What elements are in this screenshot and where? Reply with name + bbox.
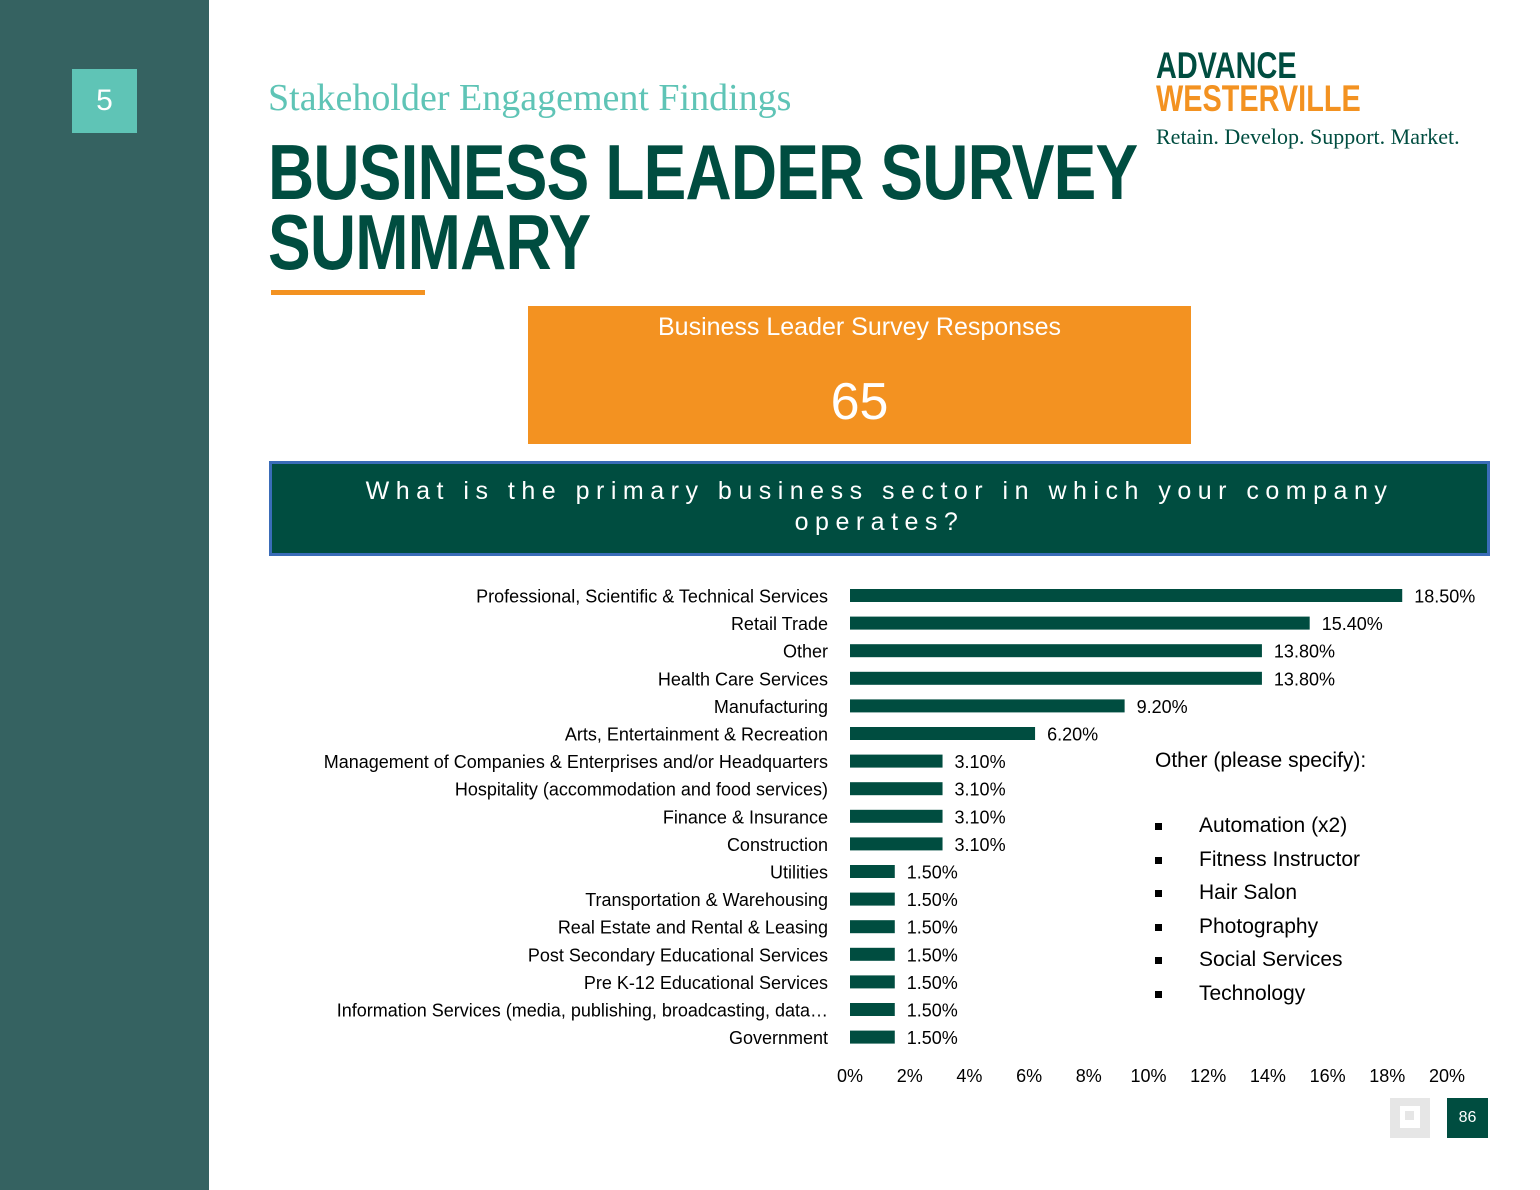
x-tick-label: 14% — [1250, 1066, 1286, 1086]
bar — [850, 837, 943, 851]
bullet-icon — [1155, 856, 1162, 864]
x-tick-label: 2% — [897, 1066, 923, 1086]
other-heading: Other (please specify): — [1155, 749, 1367, 772]
data-label: 1.50% — [907, 863, 958, 883]
category-label: Finance & Insurance — [663, 807, 828, 827]
category-label: Manufacturing — [714, 697, 828, 717]
x-tick-label: 4% — [956, 1066, 982, 1086]
x-tick-label: 6% — [1016, 1066, 1042, 1086]
bullet-icon — [1155, 890, 1162, 898]
page-title: BUSINESS LEADER SURVEY SUMMARY — [268, 128, 1138, 286]
footer-logo-icon — [1390, 1098, 1430, 1138]
bar — [850, 920, 895, 934]
logo-tagline: Retain. Develop. Support. Market. — [1156, 124, 1460, 149]
responses-label: Business Leader Survey Responses — [657, 313, 1061, 341]
title-line-1: BUSINESS LEADER SURVEY — [268, 128, 1138, 216]
bar — [850, 892, 895, 906]
bar — [850, 782, 943, 796]
data-label: 3.10% — [955, 780, 1006, 800]
data-label: 1.50% — [907, 1001, 958, 1021]
logo-line-2: WESTERVILLE — [1156, 78, 1361, 119]
category-label: Construction — [727, 835, 828, 855]
question-text: What is the primary business sector in w… — [365, 477, 1394, 536]
data-label: 1.50% — [907, 890, 958, 910]
data-label: 3.10% — [955, 835, 1006, 855]
data-label: 3.10% — [955, 807, 1006, 827]
category-label: Utilities — [770, 863, 828, 883]
x-tick-label: 10% — [1130, 1066, 1166, 1086]
data-label: 15.40% — [1322, 614, 1383, 634]
category-label: Health Care Services — [658, 669, 828, 689]
category-label: Transportation & Warehousing — [585, 890, 828, 910]
data-label: 1.50% — [907, 1028, 958, 1048]
data-label: 1.50% — [907, 918, 958, 938]
page-subtitle: Stakeholder Engagement Findings — [268, 77, 792, 119]
page-number: 86 — [1447, 1098, 1488, 1138]
bar — [850, 1030, 895, 1044]
title-line-2: SUMMARY — [268, 198, 591, 286]
responses-box: Business Leader Survey Responses 65 — [528, 306, 1191, 444]
bar — [850, 644, 1262, 658]
data-label: 9.20% — [1137, 697, 1188, 717]
data-label: 1.50% — [907, 973, 958, 993]
x-tick-label: 0% — [837, 1066, 863, 1086]
data-label: 3.10% — [955, 752, 1006, 772]
bar — [850, 671, 1262, 685]
bar — [850, 754, 943, 768]
logo-line-1: ADVANCE — [1156, 45, 1297, 86]
data-label: 13.80% — [1274, 642, 1335, 662]
bar — [850, 947, 895, 961]
bar — [850, 699, 1125, 713]
x-tick-label: 16% — [1310, 1066, 1346, 1086]
responses-value: 65 — [830, 373, 889, 431]
category-label: Arts, Entertainment & Recreation — [565, 725, 828, 745]
category-label: Management of Companies & Enterprises an… — [324, 752, 828, 772]
bullet-icon — [1155, 923, 1162, 931]
category-label: Other — [783, 642, 828, 662]
bar — [850, 727, 1036, 740]
question-banner: What is the primary business sector in w… — [269, 461, 1490, 556]
sidebar — [0, 0, 209, 1190]
bullet-icon — [1155, 990, 1162, 998]
bar — [850, 975, 895, 989]
data-label: 6.20% — [1047, 725, 1098, 745]
category-label: Pre K-12 Educational Services — [584, 973, 828, 993]
bar — [850, 589, 1403, 602]
category-label: Real Estate and Rental & Leasing — [558, 918, 828, 938]
data-label: 1.50% — [907, 945, 958, 965]
category-label: Retail Trade — [731, 614, 828, 634]
x-tick-label: 8% — [1076, 1066, 1102, 1086]
title-underline — [271, 290, 425, 295]
category-label: Information Services (media, publishing,… — [337, 1001, 828, 1021]
category-label: Professional, Scientific & Technical Ser… — [476, 587, 828, 607]
category-label: Hospitality (accommodation and food serv… — [455, 780, 828, 800]
bar — [850, 616, 1310, 630]
x-tick-label: 20% — [1429, 1066, 1465, 1086]
x-tick-label: 12% — [1190, 1066, 1226, 1086]
category-label: Post Secondary Educational Services — [528, 945, 828, 965]
section-number-badge: 5 — [72, 69, 137, 133]
category-label: Government — [729, 1028, 828, 1048]
bar — [850, 865, 895, 878]
x-tick-label: 18% — [1369, 1066, 1405, 1086]
bar — [850, 1003, 895, 1016]
bullet-icon — [1155, 957, 1162, 965]
bullet-icon — [1155, 823, 1162, 830]
data-label: 13.80% — [1274, 669, 1335, 689]
bar — [850, 809, 943, 823]
data-label: 18.50% — [1414, 587, 1475, 607]
